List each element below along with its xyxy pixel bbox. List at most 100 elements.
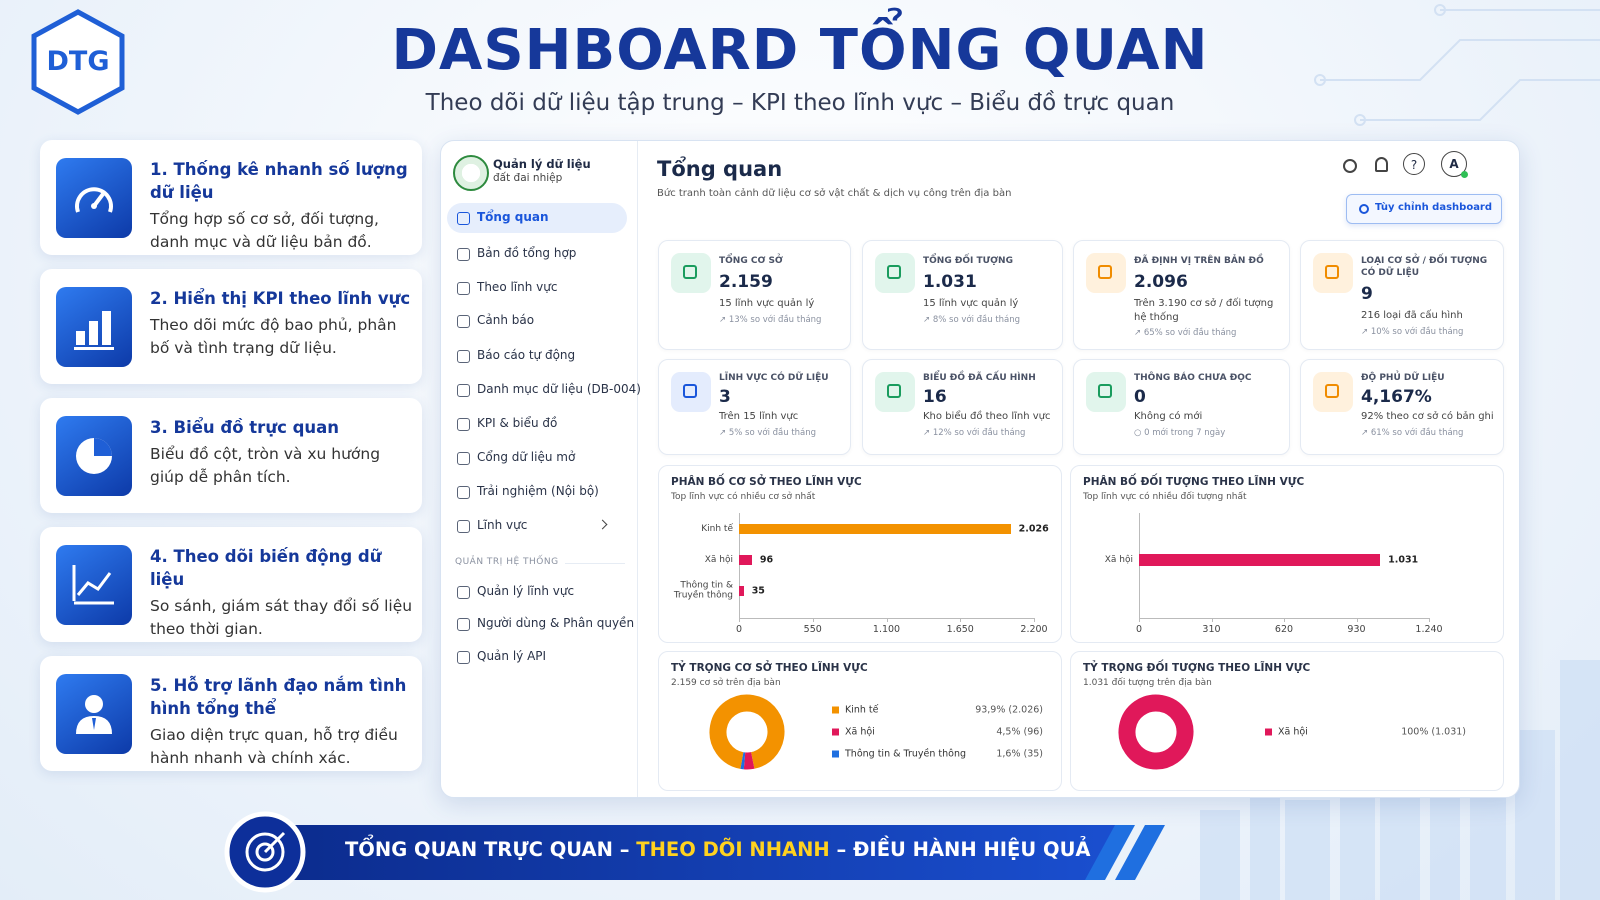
kpi-icon	[1313, 253, 1353, 293]
feature-text: 4. Theo dõi biến động dữ liệu So sánh, gi…	[150, 545, 418, 642]
path-shape	[75, 187, 113, 213]
theme-toggle[interactable]	[1343, 159, 1357, 173]
chart-subtitle: 2.159 cơ sở trên địa bàn	[671, 678, 781, 688]
help-button[interactable]: ?	[1403, 153, 1425, 175]
feature-desc: Giao diện trực quan, hỗ trợ điều hành nh…	[150, 726, 398, 768]
menu-label: KPI & biểu đồ	[477, 416, 558, 430]
polygon-shape	[31, 9, 125, 115]
slogan-part: TỔNG QUAN TRỰC QUAN –	[345, 838, 637, 861]
menu-item[interactable]: Bản đồ tổng hợp	[441, 239, 637, 269]
legend-label: Xã hội	[1278, 726, 1308, 738]
feature-icon	[56, 545, 132, 625]
legend-label: Xã hội	[845, 726, 875, 738]
menu-item[interactable]: Quản lý lĩnh vực	[441, 577, 637, 607]
kpi-note: 216 loại đã cấu hình	[1361, 310, 1463, 322]
kpi-note: 15 lĩnh vực quản lý	[719, 298, 815, 310]
tick-mark	[1356, 618, 1358, 622]
menu-item[interactable]: Danh mục dữ liệu (DB-004)	[441, 375, 641, 405]
menu-item[interactable]: KPI & biểu đồ	[441, 409, 637, 439]
feature-card: 1. Thống kê nhanh số lượng dữ liệu Tổng h…	[40, 140, 422, 255]
legend-value: 100% (1.031)	[1401, 726, 1466, 738]
active-highlight	[447, 203, 627, 233]
kpi-label: THÔNG BÁO CHƯA ĐỌC	[1134, 373, 1252, 383]
notification-bell[interactable]	[1375, 157, 1388, 172]
kpi-card: BIỂU ĐỒ ĐÃ CẤU HÌNH 16 Kho biểu đồ theo lĩ…	[862, 359, 1063, 455]
menu-item[interactable]: Tổng quan	[441, 203, 637, 233]
sidebar: Quản lý dữ liệu đất đai nhiệp Tổng quan Bản…	[441, 141, 641, 797]
menu-label: Cảnh báo	[477, 313, 535, 327]
kpi-trend: ↗ 8% so với đầu tháng	[923, 314, 1021, 325]
donut-chart	[1118, 694, 1194, 770]
kpi-text: TỔNG ĐỐI TƯỢNG 1.031 15 lĩnh vực quản lý ↗ …	[923, 255, 1054, 325]
circle-shape	[1314, 74, 1326, 86]
g-shape	[1314, 4, 1600, 126]
kpi-icon-glyph	[1098, 265, 1112, 279]
menu-label: Người dùng & Phân quyền	[477, 616, 635, 630]
legend-value: 4,5% (96)	[996, 726, 1043, 738]
feature-card: 2. Hiển thị KPI theo lĩnh vực Theo dõi mứ…	[40, 269, 422, 384]
menu-label: Quản lý API	[477, 649, 547, 663]
menu-item[interactable]: Cổng dữ liệu mở	[441, 443, 637, 473]
x-tick-label: 1.650	[946, 624, 974, 635]
section-label: QUẢN TRỊ HỆ THỐNG	[455, 557, 559, 567]
tick-mark	[960, 618, 962, 622]
feature-card: 4. Theo dõi biến động dữ liệu So sánh, gi…	[40, 527, 422, 642]
kpi-label: ĐỘ PHỦ DỮ LIỆU	[1361, 373, 1445, 383]
rect-shape	[1515, 730, 1555, 900]
rect-shape	[76, 331, 85, 345]
kpi-label: TỔNG CƠ SỞ	[719, 256, 783, 266]
kpi-trend: ↗ 5% so với đầu tháng	[719, 427, 817, 438]
axis-line	[1139, 513, 1140, 618]
kpi-trend: ↗ 10% so với đầu tháng	[1361, 326, 1464, 337]
menu-item[interactable]: Trải nghiệm (Nội bộ)	[441, 477, 637, 507]
kpi-value: 16	[923, 387, 947, 408]
feature-title: 1. Thống kê nhanh số lượng dữ liệu	[150, 160, 408, 203]
legend-swatch	[832, 706, 839, 714]
category-label: Kinh tế	[701, 523, 733, 534]
menu-item[interactable]: Cảnh báo	[441, 306, 637, 336]
bar	[739, 554, 752, 565]
feature-text: 5. Hỗ trợ lãnh đạo nắm tình hình tổng th…	[150, 674, 418, 771]
menu-icon	[457, 384, 470, 397]
menu-item[interactable]: Báo cáo tự động	[441, 341, 637, 371]
kpi-trend: ○ 0 mới trong 7 ngày	[1134, 427, 1226, 438]
polygon-shape	[240, 825, 1125, 880]
kpi-icon-glyph	[683, 265, 697, 279]
menu-icon	[457, 651, 470, 664]
tick-mark	[1034, 618, 1035, 622]
category-label: Xã hội	[1104, 554, 1133, 565]
tick-mark	[886, 618, 888, 622]
tick-mark	[1284, 618, 1285, 622]
user-avatar[interactable]: A	[1441, 151, 1467, 177]
rect-shape	[1200, 810, 1240, 900]
online-dot	[1461, 171, 1468, 178]
legend-value: 1,6% (35)	[996, 748, 1043, 760]
kpi-icon-glyph	[1098, 384, 1112, 398]
chart-subtitle: 1.031 đối tượng trên địa bàn	[1083, 678, 1212, 688]
feature-card: 3. Biểu đồ trực quan Biểu đồ cột, tròn và…	[40, 398, 422, 513]
polygon-shape	[1115, 825, 1165, 880]
menu-item[interactable]: Quản lý API	[441, 642, 637, 672]
feature-title: 3. Biểu đồ trực quan	[150, 418, 340, 437]
tick-mark	[812, 618, 814, 622]
circle-shape	[245, 832, 285, 872]
chart-title: PHÂN BỐ ĐỐI TƯỢNG THEO LĨNH VỰC	[1083, 476, 1305, 488]
x-tick-label: 620	[1274, 624, 1294, 635]
kpi-value: 4,167%	[1361, 387, 1432, 408]
menu-item[interactable]: Theo lĩnh vực	[441, 273, 637, 303]
page-heading: Tổng quan	[657, 157, 783, 181]
kpi-note: Không có mới	[1134, 411, 1203, 423]
menu-icon	[457, 618, 470, 631]
customize-button[interactable]: Tùy chỉnh dashboard	[1346, 194, 1502, 224]
menu-item[interactable]: Lĩnh vực	[441, 511, 637, 541]
kpi-label: ĐÃ ĐỊNH VỊ TRÊN BẢN ĐỒ	[1134, 256, 1264, 266]
polyline-shape	[76, 572, 112, 596]
kpi-icon	[1086, 253, 1126, 293]
kpi-card: LOẠI CƠ SỞ / ĐỐI TƯỢNG CÓ DỮ LIỆU 9 216 lo…	[1300, 240, 1504, 350]
svg-shape	[76, 438, 112, 474]
menu-item[interactable]: Người dùng & Phân quyền	[441, 609, 637, 639]
kpi-card: THÔNG BÁO CHƯA ĐỌC 0 Không có mới ○ 0 mới t…	[1073, 359, 1290, 455]
value-label: 35	[751, 585, 765, 596]
circuit-decor	[1314, 4, 1600, 126]
gear-icon	[1359, 204, 1369, 214]
